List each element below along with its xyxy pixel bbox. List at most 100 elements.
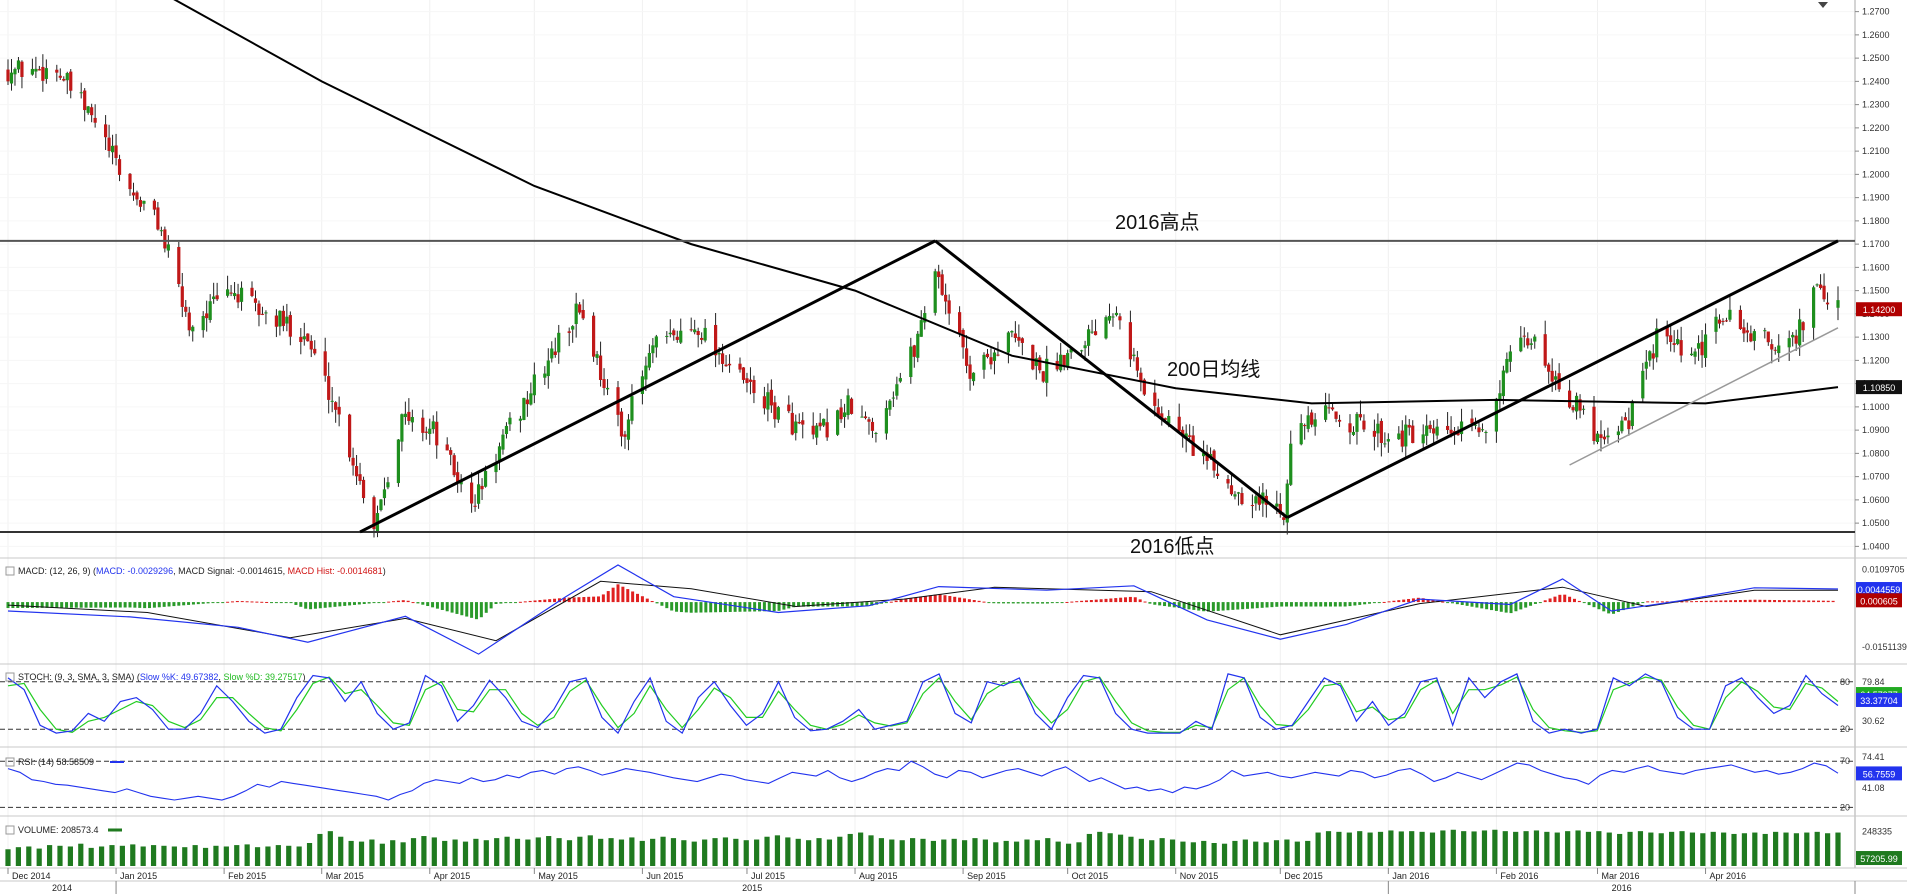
candle	[1205, 444, 1209, 470]
candle	[1459, 408, 1464, 442]
volume-bar	[1190, 842, 1196, 866]
candle-body	[578, 304, 582, 313]
macd-hist-bar	[753, 602, 757, 612]
volume-bar	[1128, 836, 1134, 866]
candle	[288, 311, 292, 346]
macd-hist-bar	[767, 602, 771, 612]
month-label: Dec 2014	[12, 871, 51, 881]
volume-bar	[1034, 840, 1040, 866]
macd-hist-bar	[1016, 602, 1020, 604]
candle-body	[553, 351, 557, 355]
candle-body	[403, 413, 407, 418]
candle	[1480, 423, 1485, 432]
macd-hist-bar	[1202, 602, 1206, 612]
volume-bar	[223, 846, 229, 866]
candle	[1421, 424, 1425, 448]
candle-body	[508, 417, 512, 425]
volume-bar	[306, 843, 313, 866]
month-label: Jul 2015	[751, 871, 785, 881]
candle	[1592, 396, 1596, 445]
candle	[968, 355, 972, 391]
macd-tick-label: 0.0109705	[1862, 565, 1905, 575]
candle	[801, 412, 805, 439]
candle	[250, 281, 254, 298]
candle-body	[208, 301, 212, 320]
volume-bar	[1055, 841, 1061, 866]
candle	[435, 411, 439, 459]
macd-hist-bar	[1426, 599, 1430, 603]
macd-hist-bar	[1075, 601, 1079, 603]
candle	[1285, 479, 1289, 535]
volume-bar	[109, 845, 115, 866]
macd-hist-bar	[845, 602, 849, 607]
candle-body	[1226, 479, 1230, 484]
candle-body	[1508, 351, 1512, 362]
candle	[752, 375, 756, 404]
candle	[6, 59, 10, 86]
candle-body	[1355, 413, 1359, 432]
macd-hist-bar	[1231, 602, 1235, 610]
macd-hist-bar	[1533, 602, 1537, 604]
candle	[1118, 313, 1122, 330]
ma-price-badge: 1.10850	[1856, 380, 1902, 395]
volume-bar	[702, 839, 708, 866]
candle-body	[1749, 333, 1753, 342]
candle	[971, 372, 976, 386]
candle-body	[1529, 343, 1533, 345]
candle	[1236, 491, 1241, 506]
candle	[1383, 432, 1387, 448]
price-tick-label: 1.2300	[1862, 100, 1890, 110]
candle-body	[1132, 354, 1136, 357]
macd-hist-bar	[616, 584, 620, 603]
volume-bar	[785, 837, 791, 866]
volume-bar	[961, 840, 968, 866]
candle	[1766, 331, 1770, 346]
candle	[543, 366, 547, 386]
candle-body	[1773, 349, 1777, 351]
macd-hist-bar	[338, 602, 342, 607]
macd-hist-bar	[1753, 599, 1757, 603]
macd-value-badge-bg	[1856, 582, 1902, 597]
candle-body	[738, 363, 742, 370]
macd-hist-bar	[143, 602, 147, 609]
candle-body	[888, 400, 892, 410]
candle	[1132, 347, 1136, 362]
macd-hist-bar	[621, 586, 625, 603]
macd-hist-bar	[1524, 602, 1528, 608]
volume-bar	[36, 848, 42, 866]
rsi-side-label: 74.41	[1862, 752, 1885, 762]
macd-hist-bar	[1260, 602, 1264, 608]
candle	[644, 356, 648, 391]
macd-hist-bar	[177, 602, 181, 606]
candle	[1801, 321, 1805, 343]
candle-body	[714, 324, 718, 356]
stoch-d-line	[7, 676, 1839, 734]
stoch-toggle-icon	[5, 672, 15, 682]
macd-hist-bar	[543, 599, 547, 603]
macd-hist-bar	[1548, 598, 1552, 603]
candle	[546, 348, 550, 389]
volume-bar	[1814, 831, 1820, 866]
candle-body	[884, 408, 888, 434]
volume-bar	[629, 837, 635, 866]
macd-hist-bar	[577, 597, 581, 603]
candle	[334, 401, 338, 423]
candle	[714, 313, 718, 368]
candle-body	[842, 412, 847, 418]
macd-hist-bar	[1065, 601, 1069, 603]
volume-bar	[286, 845, 292, 866]
candle	[1836, 286, 1840, 321]
volume-bar	[1440, 830, 1446, 866]
candle	[1787, 330, 1791, 361]
macd-hist-bar	[1582, 602, 1586, 604]
candle	[727, 354, 732, 373]
macd-hist-bar	[421, 602, 425, 605]
macd-hist-bar	[226, 601, 230, 603]
candle-body	[700, 337, 704, 340]
macd-hist-bar	[1792, 600, 1796, 603]
candle	[1815, 283, 1819, 287]
candle	[131, 182, 136, 201]
candle-body	[379, 499, 383, 511]
low-2016-label: 2016低点	[1130, 535, 1215, 558]
